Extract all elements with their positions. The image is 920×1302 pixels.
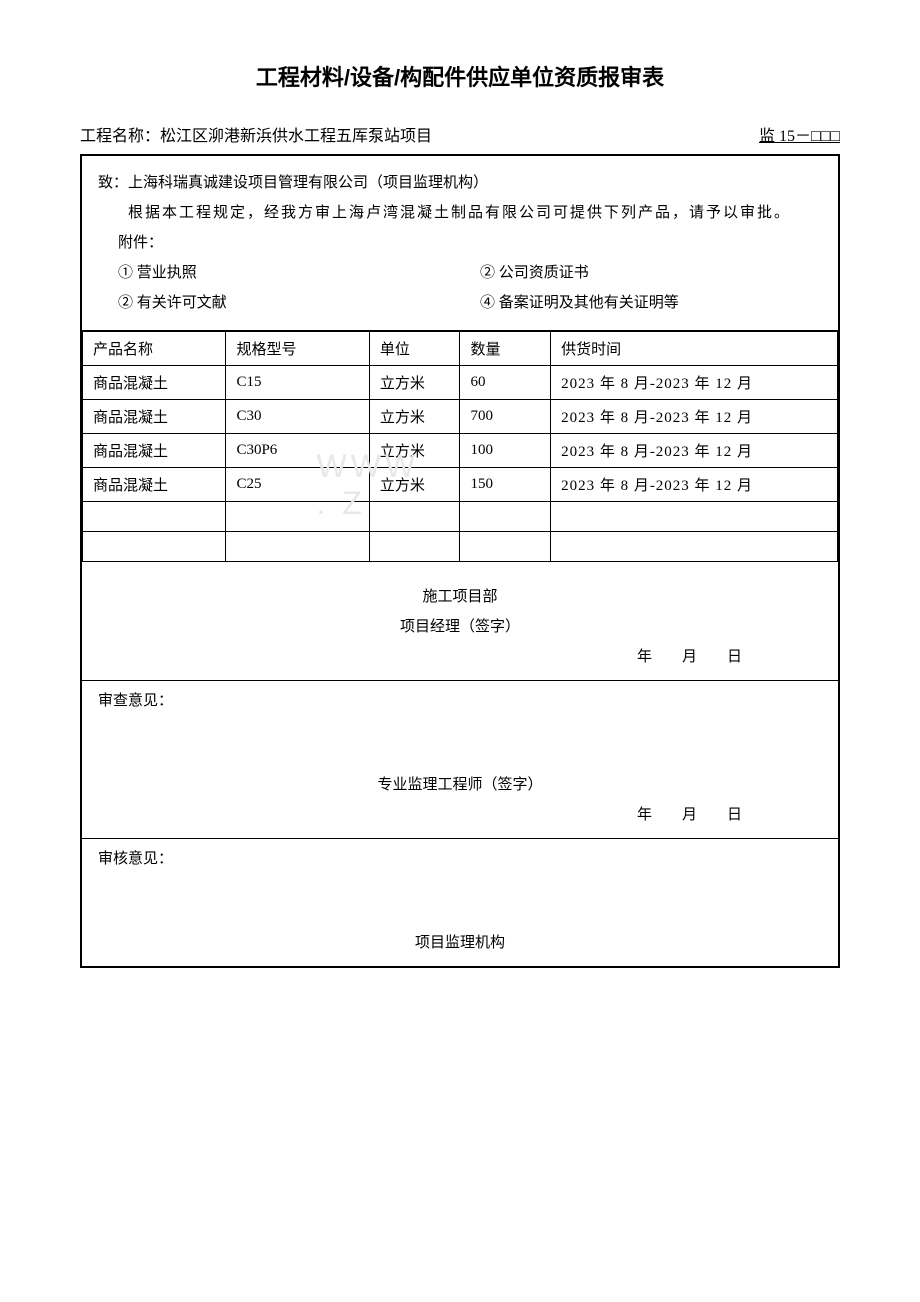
cell-spec: C15 (226, 366, 369, 400)
review-section-2: 审核意见： 项目监理机构 (82, 838, 838, 966)
cell-time: 2023 年 8 月-2023 年 12 月 (551, 366, 838, 400)
document-title: 工程材料/设备/构配件供应单位资质报审表 (80, 60, 840, 92)
cell-unit: 立方米 (369, 468, 460, 502)
sig-role: 项目经理（签字） (98, 612, 822, 642)
cell-spec-value: C25 (236, 476, 261, 492)
cell-spec: C30P6 (226, 434, 369, 468)
table-row-empty (83, 502, 838, 532)
cell-spec: C30 (226, 400, 369, 434)
main-form-box: 致：上海科瑞真诚建设项目管理有限公司（项目监理机构） 根据本工程规定，经我方审上… (80, 154, 840, 968)
attachment-label: 附件： (98, 228, 822, 258)
to-label: 致： (98, 175, 128, 191)
col-header-time: 供货时间 (551, 331, 838, 366)
project-label: 工程名称： (80, 128, 160, 145)
cell-time: 2023 年 8 月-2023 年 12 月 (551, 468, 838, 502)
cell-time: 2023 年 8 月-2023 年 12 月 (551, 400, 838, 434)
cell-time: 2023 年 8 月-2023 年 12 月 (551, 434, 838, 468)
cell-unit: 立方米 (369, 366, 460, 400)
table-row-empty (83, 532, 838, 562)
cell-unit: 立方米 (369, 400, 460, 434)
products-table: 产品名称 规格型号 单位 数量 供货时间 商品混凝土 C15 立方米 60 20… (82, 330, 838, 562)
construction-signature-section: 施工项目部 项目经理（签字） 年 月 日 (82, 562, 838, 680)
review-date: 年 月 日 (98, 800, 822, 830)
cell-spec: WWW . Z C25 (226, 468, 369, 502)
attachment-item: ① 营业执照 (98, 258, 460, 288)
approval-org: 项目监理机构 (98, 928, 822, 958)
project-name: 松江区泖港新浜供水工程五厍泵站项目 (160, 128, 432, 145)
table-row: 商品混凝土 C30 立方米 700 2023 年 8 月-2023 年 12 月 (83, 400, 838, 434)
table-row: 商品混凝土 C15 立方米 60 2023 年 8 月-2023 年 12 月 (83, 366, 838, 400)
table-row: 商品混凝土 WWW . Z C25 立方米 150 2023 年 8 月-202… (83, 468, 838, 502)
cell-name: 商品混凝土 (83, 434, 226, 468)
attachments-list: ① 营业执照 ② 公司资质证书 ② 有关许可文献 ④ 备案证明及其他有关证明等 (98, 258, 822, 318)
cell-qty: 100 (460, 434, 551, 468)
cell-unit: 立方米 (369, 434, 460, 468)
project-name-field: 工程名称：松江区泖港新浜供水工程五厍泵站项目 (80, 122, 432, 146)
cell-name: 商品混凝土 (83, 468, 226, 502)
review-label: 审查意见： (98, 689, 822, 710)
intro-body: 根据本工程规定，经我方审上海卢湾混凝土制品有限公司可提供下列产品，请予以审批。 (98, 198, 822, 228)
addressee-line: 致：上海科瑞真诚建设项目管理有限公司（项目监理机构） (98, 168, 822, 198)
attachment-item: ② 有关许可文献 (98, 288, 460, 318)
form-code: 监 15－□□□ (759, 122, 840, 146)
sig-date: 年 月 日 (98, 642, 822, 672)
col-header-name: 产品名称 (83, 331, 226, 366)
review-section-1: 审查意见： 专业监理工程师（签字） 年 月 日 (82, 680, 838, 838)
cell-qty: 60 (460, 366, 551, 400)
header-row: 工程名称：松江区泖港新浜供水工程五厍泵站项目 监 15－□□□ (80, 122, 840, 146)
intro-section: 致：上海科瑞真诚建设项目管理有限公司（项目监理机构） 根据本工程规定，经我方审上… (82, 156, 838, 330)
sig-org: 施工项目部 (98, 582, 822, 612)
to-org: 上海科瑞真诚建设项目管理有限公司（项目监理机构） (128, 175, 488, 191)
review-signer: 专业监理工程师（签字） (98, 770, 822, 800)
col-header-qty: 数量 (460, 331, 551, 366)
approval-label: 审核意见： (98, 847, 822, 868)
attachment-item: ④ 备案证明及其他有关证明等 (460, 288, 822, 318)
cell-qty: 150 (460, 468, 551, 502)
col-header-spec: 规格型号 (226, 331, 369, 366)
table-row: 商品混凝土 C30P6 立方米 100 2023 年 8 月-2023 年 12… (83, 434, 838, 468)
attachment-item: ② 公司资质证书 (460, 258, 822, 288)
cell-name: 商品混凝土 (83, 400, 226, 434)
table-header-row: 产品名称 规格型号 单位 数量 供货时间 (83, 331, 838, 366)
col-header-unit: 单位 (369, 331, 460, 366)
cell-qty: 700 (460, 400, 551, 434)
cell-name: 商品混凝土 (83, 366, 226, 400)
